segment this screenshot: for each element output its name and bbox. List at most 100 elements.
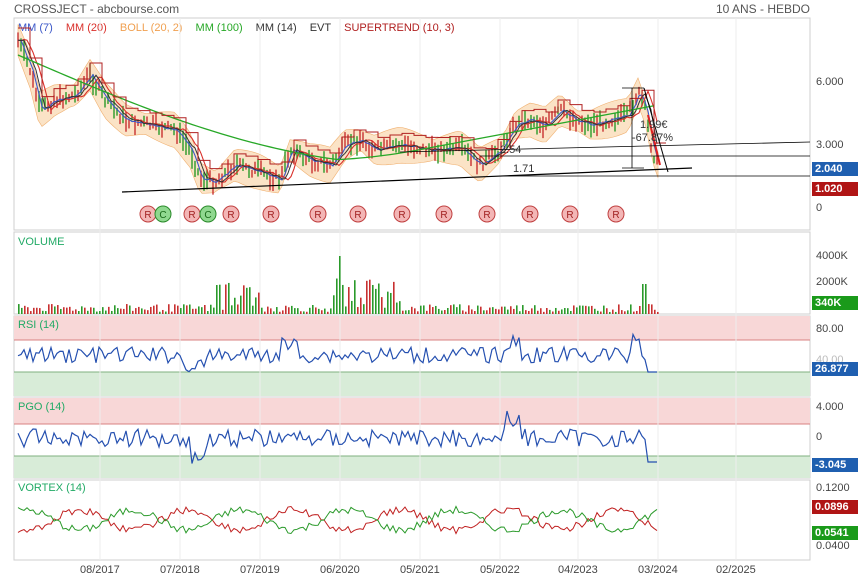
volume-bar [372, 284, 374, 314]
volume-bar [330, 308, 332, 314]
price-ytick-6: 6.000 [816, 76, 844, 88]
vortex-plus-line [17, 505, 658, 535]
volume-bar [231, 305, 233, 314]
volume-bar [333, 295, 335, 314]
x-label-8: 02/2025 [716, 564, 756, 576]
volume-bar [519, 311, 521, 314]
volume-bar [120, 308, 122, 314]
pgo-title: PGO (14) [18, 401, 66, 413]
vortex-panel-frame [13, 479, 811, 561]
signal-circle [561, 205, 579, 223]
indicator-legend: MM (7) MM (20) BOLL (20, 2) MM (100) MM … [18, 22, 465, 34]
signal-r-10: R [478, 205, 496, 223]
volume-bar [207, 311, 209, 314]
volume-bar [222, 309, 224, 314]
volume-bar [603, 305, 605, 314]
volume-bar [534, 305, 536, 314]
vortex-minus-badge: 0.0541 [812, 526, 858, 540]
volume-bar [531, 308, 533, 314]
price-ytick-0: 0 [816, 202, 823, 214]
volume-ytick-2000k: 2000K [816, 276, 848, 288]
volume-bar [234, 297, 236, 314]
volume-bar [600, 311, 602, 314]
volume-bar [561, 309, 563, 314]
signal-circle [349, 205, 367, 223]
volume-bar [249, 287, 251, 314]
x-label-6: 04/2023 [558, 564, 598, 576]
volume-bar [477, 305, 479, 314]
volume-bar [552, 311, 554, 314]
signal-circle [435, 205, 453, 223]
signal-letter: C [204, 210, 211, 221]
volume-bar [261, 307, 263, 314]
volume-bar [582, 305, 584, 314]
signal-circle [478, 205, 496, 223]
volume-bar [474, 310, 476, 314]
rsi-overbought-zone [14, 316, 810, 340]
volume-badge: 340K [812, 296, 858, 310]
volume-bar [201, 307, 203, 314]
volume-bar [348, 287, 350, 314]
volume-bar [537, 310, 539, 314]
volume-bar [408, 310, 410, 314]
volume-bar [594, 308, 596, 314]
volume-bar [177, 305, 179, 314]
volume-bar [648, 304, 650, 314]
volume-bar [450, 305, 452, 314]
volume-bar [180, 308, 182, 314]
volume-bar [189, 304, 191, 314]
volume-bar [159, 311, 161, 314]
rsi-ytick-80: 80.00 [816, 323, 844, 335]
volume-bar [183, 304, 185, 314]
volume-bar [78, 311, 80, 314]
volume-bar [219, 284, 221, 314]
volume-bar [327, 311, 329, 314]
vortex-ytick-012: 0.1200 [816, 482, 850, 494]
volume-bar [240, 295, 242, 314]
volume-bar [204, 305, 206, 314]
volume-bar [375, 288, 377, 314]
volume-bar [573, 305, 575, 314]
volume-bar [540, 308, 542, 314]
volume-bar [312, 305, 314, 314]
pgo-series [17, 410, 657, 464]
volume-bar [288, 307, 290, 314]
volume-bar [426, 310, 428, 314]
volume-bar [117, 308, 119, 314]
x-label-3: 06/2020 [320, 564, 360, 576]
signal-letter: R [354, 210, 361, 221]
volume-bar [465, 311, 467, 314]
volume-bar [585, 305, 587, 314]
volume-bar [81, 306, 83, 314]
volume-bar [345, 306, 347, 314]
volume-bar [429, 304, 431, 314]
volume-bar [237, 304, 239, 314]
volume-bar [273, 311, 275, 314]
signal-letter: R [483, 210, 490, 221]
volume-bar [309, 307, 311, 314]
volume-bar [321, 310, 323, 314]
x-label-4: 05/2021 [400, 564, 440, 576]
volume-bar [198, 306, 200, 314]
volume-bar [42, 310, 44, 314]
annotation-1-71: 1.71 [513, 163, 534, 175]
volume-bar [165, 311, 167, 314]
volume-bar [252, 305, 254, 314]
pgo-line-path [17, 410, 657, 464]
supertrend-badge: 1.020 [812, 182, 858, 196]
volume-bar [150, 306, 152, 314]
supertrend-line [18, 27, 666, 170]
x-label-5: 05/2022 [480, 564, 520, 576]
signal-r-12: R [561, 205, 579, 223]
volume-bar [303, 311, 305, 314]
support-trendline [121, 167, 693, 193]
volume-bar [36, 307, 38, 314]
volume-bar [171, 311, 173, 314]
signal-circle [262, 205, 280, 223]
volume-bar [522, 305, 524, 314]
volume-bar [462, 310, 464, 314]
volume-bar [300, 311, 302, 314]
chart-source-title: CROSSJECT - abcbourse.com [14, 2, 180, 16]
volume-bar [156, 304, 158, 314]
